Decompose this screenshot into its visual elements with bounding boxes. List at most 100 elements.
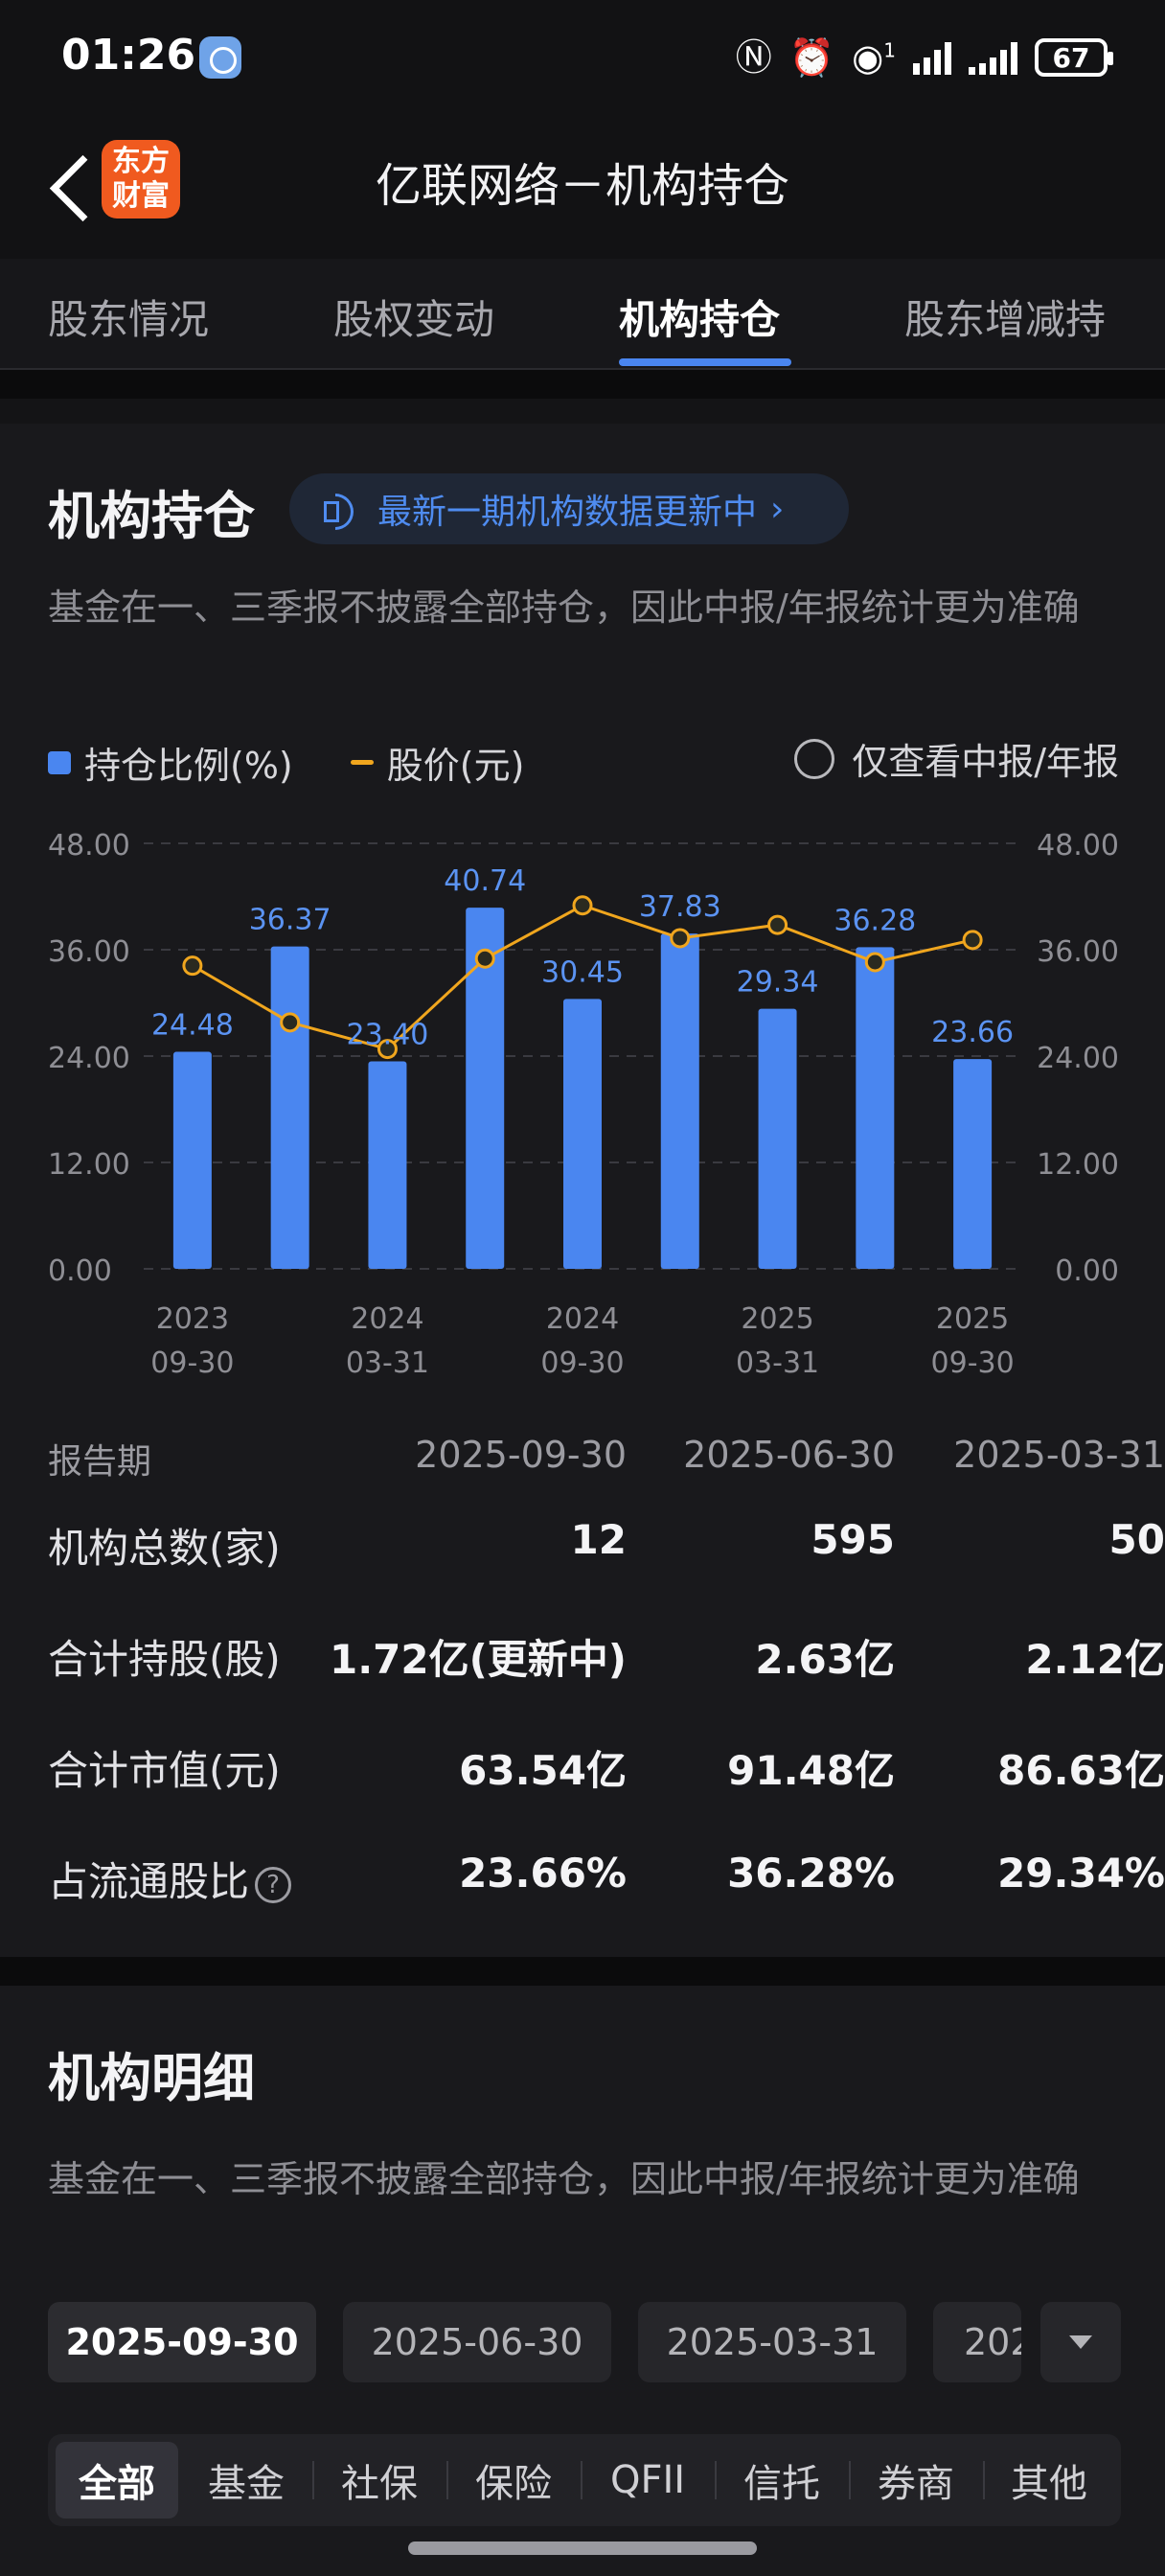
update-notice-text: 最新一期机构数据更新中 — [377, 493, 758, 532]
holdings-chart: 0.00 12.00 24.00 36.00 48.00 0.00 12.00 24.00 36… — [48, 829, 1119, 1380]
tab-institution-holdings[interactable]: 机构持仓 — [619, 296, 781, 343]
logo-text-bottom: 财富 — [112, 179, 170, 213]
x-tick-year: 2025 — [936, 1302, 1009, 1336]
bar-data-label: 37.83 — [639, 890, 721, 924]
section-divider — [0, 399, 1165, 424]
x-tick-date: 09-30 — [931, 1346, 1015, 1380]
help-icon[interactable]: ? — [255, 1866, 292, 1903]
table-cell: 1.72亿(更新中) — [329, 1636, 627, 1683]
bar-data-label: 24.48 — [151, 1009, 234, 1043]
status-time: 01:26 — [61, 31, 196, 80]
price-point — [572, 895, 593, 916]
chevron-down-icon[interactable] — [1040, 2302, 1121, 2382]
nav-header: 东方 财富 亿联网络－机构持仓 — [0, 115, 1165, 259]
bar-data-label: 40.74 — [444, 864, 526, 898]
price-point — [182, 955, 203, 977]
segment-divider — [312, 2461, 314, 2499]
battery-icon: 67 — [1035, 38, 1113, 77]
legend-bar-swatch — [48, 750, 71, 774]
tab-holding-change[interactable]: 股东增减持 — [904, 296, 1107, 343]
category-broker[interactable]: 券商 — [878, 2462, 954, 2506]
y-tick-label-right: 12.00 — [1037, 1148, 1119, 1182]
x-tick-year: 2024 — [351, 1302, 423, 1336]
category-social-security[interactable]: 社保 — [341, 2462, 418, 2506]
bar-data-label: 23.66 — [931, 1016, 1014, 1049]
tab-bar: 股东情况 股权变动 机构持仓 股东增减持 — [0, 259, 1165, 370]
date-chip-2[interactable]: 2025-06-30 — [343, 2302, 611, 2382]
table-cell: 595 — [811, 1516, 895, 1563]
price-point — [377, 1039, 398, 1060]
y-tick-label-right: 36.00 — [1037, 935, 1119, 969]
tab-equity-change[interactable]: 股权变动 — [333, 296, 495, 343]
x-tick-date: 03-31 — [346, 1346, 429, 1380]
update-notice[interactable]: 最新一期机构数据更新中 › — [289, 473, 849, 544]
x-tick-date: 03-31 — [736, 1346, 819, 1380]
chart-bar — [953, 1059, 993, 1269]
chart-bar — [172, 1051, 212, 1269]
detail-title: 机构明细 — [48, 2048, 255, 2108]
tab-shareholders[interactable]: 股东情况 — [48, 296, 210, 343]
report-filter-toggle[interactable]: 仅查看中报/年报 — [794, 732, 1119, 785]
radio-icon[interactable] — [794, 738, 835, 779]
category-qfii[interactable]: QFII — [609, 2458, 686, 2502]
nfc-icon: Ⓝ — [735, 36, 772, 79]
row-label: 机构总数(家) — [48, 1525, 281, 1572]
price-point — [670, 928, 691, 949]
y-tick-label-left: 48.00 — [48, 829, 130, 862]
segment-divider — [446, 2461, 448, 2499]
table-cell: 2.12亿 — [1025, 1636, 1165, 1683]
chart-bar — [758, 1008, 797, 1269]
category-all[interactable]: 全部 — [56, 2442, 178, 2518]
bar-data-label: 30.45 — [541, 955, 624, 989]
category-fund[interactable]: 基金 — [208, 2462, 285, 2506]
date-chip-4[interactable]: 2024-12-31 — [933, 2302, 1021, 2382]
notification-app-icon — [199, 36, 241, 79]
price-point — [767, 914, 788, 935]
chart-bar — [856, 947, 895, 1269]
segment-divider — [581, 2461, 582, 2499]
speaker-icon — [320, 490, 364, 530]
segment-divider — [983, 2461, 985, 2499]
bar-data-label: 36.37 — [249, 904, 331, 937]
segment-divider — [715, 2461, 717, 2499]
logo-text-top: 东方 — [112, 145, 170, 178]
status-icons: Ⓝ ⏰ ◉1 67 — [735, 33, 1113, 82]
period-col-2: 2025-06-30 — [683, 1434, 895, 1476]
chart-bar — [563, 999, 602, 1269]
x-tick-year: 2025 — [741, 1302, 813, 1336]
holdings-title: 机构持仓 — [48, 486, 255, 546]
category-insurance[interactable]: 保险 — [475, 2462, 552, 2506]
report-filter-label: 仅查看中报/年报 — [852, 741, 1119, 783]
home-indicator[interactable] — [408, 2542, 757, 2555]
table-cell: 86.63亿 — [997, 1747, 1165, 1794]
section-divider — [0, 1957, 1165, 1986]
chart-bar — [660, 933, 699, 1269]
period-col-3: 2025-03-31 — [953, 1434, 1165, 1476]
y-tick-label-left: 36.00 — [48, 935, 130, 969]
category-other[interactable]: 其他 — [1011, 2462, 1087, 2506]
y-tick-label-right: 0.00 — [1055, 1254, 1119, 1288]
table-cell: 2.63亿 — [755, 1636, 895, 1683]
category-trust[interactable]: 信托 — [743, 2462, 820, 2506]
category-filter: 全部 基金 社保 保险 QFII 信托 券商 其他 — [48, 2434, 1121, 2526]
app-logo: 东方 财富 — [102, 140, 180, 218]
table-cell: 50 — [1108, 1516, 1165, 1563]
date-chip-3[interactable]: 2025-03-31 — [638, 2302, 906, 2382]
y-tick-label-right: 48.00 — [1037, 829, 1119, 862]
section-divider — [0, 370, 1165, 399]
row-label-text: 占流通股比 — [48, 1858, 250, 1905]
date-chip-1[interactable]: 2025-09-30 — [48, 2302, 316, 2382]
price-point — [962, 930, 983, 951]
price-point — [474, 948, 495, 969]
chevron-right-icon: › — [770, 489, 785, 529]
period-label: 报告期 — [48, 1442, 152, 1482]
page-title: 亿联网络－机构持仓 — [375, 159, 789, 213]
signal-icon — [969, 40, 1017, 75]
row-label: 占流通股比? — [48, 1850, 292, 1908]
status-bar: 01:26 Ⓝ ⏰ ◉1 67 — [0, 0, 1165, 115]
x-tick-year: 2024 — [546, 1302, 619, 1336]
chart-bar — [270, 946, 309, 1269]
x-tick-year: 2023 — [156, 1302, 229, 1336]
battery-level: 67 — [1052, 41, 1090, 74]
y-tick-label-left: 0.00 — [48, 1254, 112, 1288]
